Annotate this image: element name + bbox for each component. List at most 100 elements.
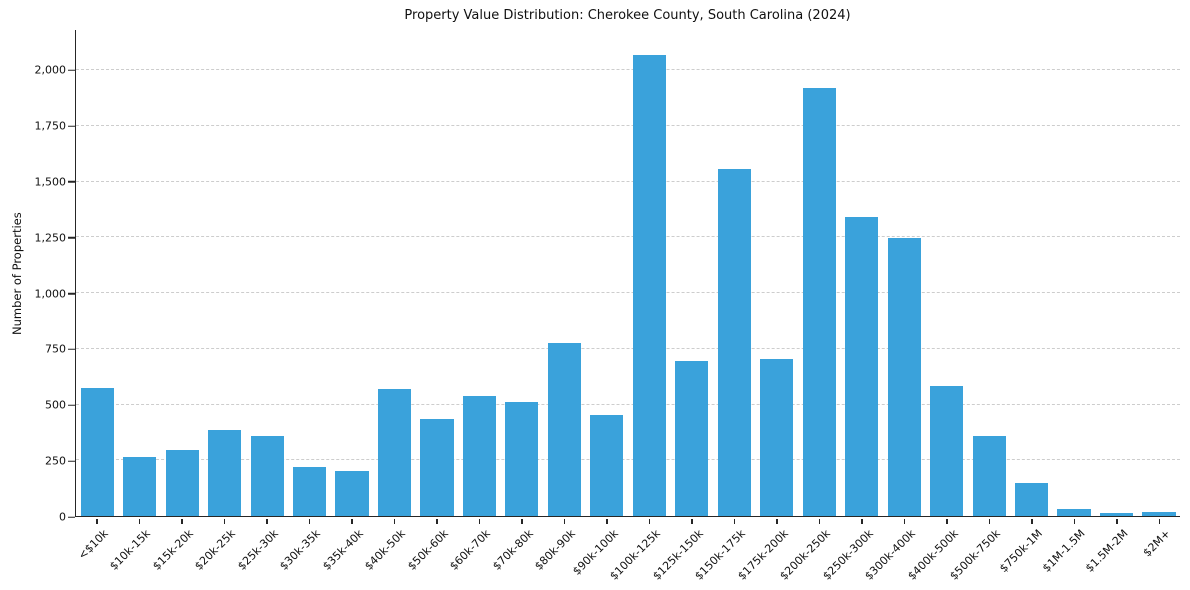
bar-slot (373, 30, 415, 516)
bar (760, 358, 794, 516)
x-label-slot: $40k-50k (362, 518, 416, 590)
x-tick-mark (606, 518, 608, 524)
x-label-slot: $400k-500k (905, 518, 968, 590)
y-tick-label: 500 (45, 398, 66, 412)
y-tick-label: 1,500 (34, 175, 67, 189)
bar-slot (501, 30, 543, 516)
bar-slot (671, 30, 713, 516)
x-label-slot: $1.5M-2M (1083, 518, 1138, 590)
bar-slot (1053, 30, 1095, 516)
y-tick-label: 1,000 (34, 287, 67, 301)
x-label-slot: $175k-200k (735, 518, 798, 590)
x-label-slot: $80k-90k (532, 518, 586, 590)
bar (845, 217, 879, 516)
gridline (76, 124, 1180, 126)
gridline (76, 180, 1180, 182)
x-tick-label: $2M+ (1140, 526, 1173, 559)
x-tick-mark (436, 518, 438, 524)
x-label-slot: $70k-80k (490, 518, 543, 590)
x-tick-mark (138, 518, 141, 524)
bar (208, 430, 242, 516)
x-label-slot: $35k-40k (320, 518, 373, 590)
x-label-slot: $500k-750k (947, 518, 1011, 590)
x-tick-mark (648, 518, 651, 524)
x-tick-mark (521, 518, 523, 524)
y-tick-label: 0 (59, 510, 66, 524)
y-tick-marks (68, 30, 75, 518)
x-label-slot: $250k-300k (820, 518, 883, 590)
x-label-slot: $200k-250k (777, 518, 841, 590)
bar (505, 402, 539, 516)
x-tick-mark (563, 518, 566, 524)
y-tick-mark (68, 125, 75, 127)
bar (930, 385, 964, 516)
y-tick-labels: 0 250 500 750 1,000 1,250 1,500 1,750 2,000 (0, 30, 67, 524)
gridline (76, 459, 1180, 461)
bar (675, 361, 709, 516)
x-tick-mark (861, 518, 863, 524)
x-label-slot: $25k-30k (235, 518, 288, 590)
y-tick-label: 750 (45, 342, 66, 356)
bar (802, 87, 836, 516)
gridline (76, 292, 1180, 294)
x-label-slot: $2M+ (1138, 518, 1181, 590)
gridlines (76, 30, 1180, 516)
x-tick-mark (988, 518, 991, 524)
x-label-slot: $50k-60k (405, 518, 458, 590)
bar (293, 466, 327, 516)
y-tick-label: 250 (45, 454, 66, 468)
y-tick-mark (68, 404, 75, 407)
bar-slot (118, 30, 160, 516)
x-tick-mark (818, 518, 821, 524)
bar (1014, 482, 1049, 516)
y-tick-mark (68, 348, 75, 351)
chart-title: Property Value Distribution: Cherokee Co… (404, 8, 851, 23)
x-label-slot: <$10k (75, 518, 118, 590)
x-tick-mark (946, 518, 948, 524)
bar-slot (883, 30, 925, 516)
bar-slot (798, 30, 840, 516)
x-label-slot: $125k-150k (650, 518, 713, 590)
x-label-slot: $150k-175k (692, 518, 756, 590)
y-tick-label: 2,000 (34, 63, 67, 77)
bar (165, 450, 199, 516)
bar-slot (543, 30, 585, 516)
bar-slot (161, 30, 203, 516)
bar (462, 395, 497, 516)
x-label-slot: $300k-400k (862, 518, 926, 590)
y-tick-label: 1,250 (34, 231, 67, 245)
bar (717, 169, 751, 516)
x-label-slot: $30k-35k (277, 518, 331, 590)
bar-slot (76, 30, 118, 516)
gridline (76, 69, 1180, 71)
bar-slot (840, 30, 882, 516)
gridline (76, 236, 1180, 238)
x-label-slot: $60k-70k (447, 518, 501, 590)
bar-slot (246, 30, 288, 516)
bar (632, 54, 666, 516)
bar (123, 456, 157, 516)
bar (972, 435, 1006, 516)
bar-slot (458, 30, 500, 516)
gridline (76, 347, 1180, 349)
x-tick-mark (776, 518, 778, 524)
x-tick-mark (96, 518, 98, 524)
x-tick-labels: <$10k $10k-15k $15k-20k $20k-25k $25k-30k $30… (75, 518, 1181, 590)
x-tick-mark (308, 518, 311, 524)
bar (590, 414, 624, 516)
bar-slot (756, 30, 798, 516)
x-tick-mark (1031, 518, 1033, 524)
bar (80, 387, 114, 516)
x-label-slot: $10k-15k (107, 518, 161, 590)
x-tick-mark (478, 518, 481, 524)
bar-slot (586, 30, 628, 516)
x-tick-mark (691, 518, 693, 524)
x-tick-mark (733, 518, 736, 524)
bar-slot (203, 30, 245, 516)
y-tick-mark (68, 292, 75, 295)
x-label-slot: $15k-20k (150, 518, 203, 590)
bar-slot (1138, 30, 1180, 516)
bar-slot (331, 30, 373, 516)
bar (887, 238, 921, 516)
